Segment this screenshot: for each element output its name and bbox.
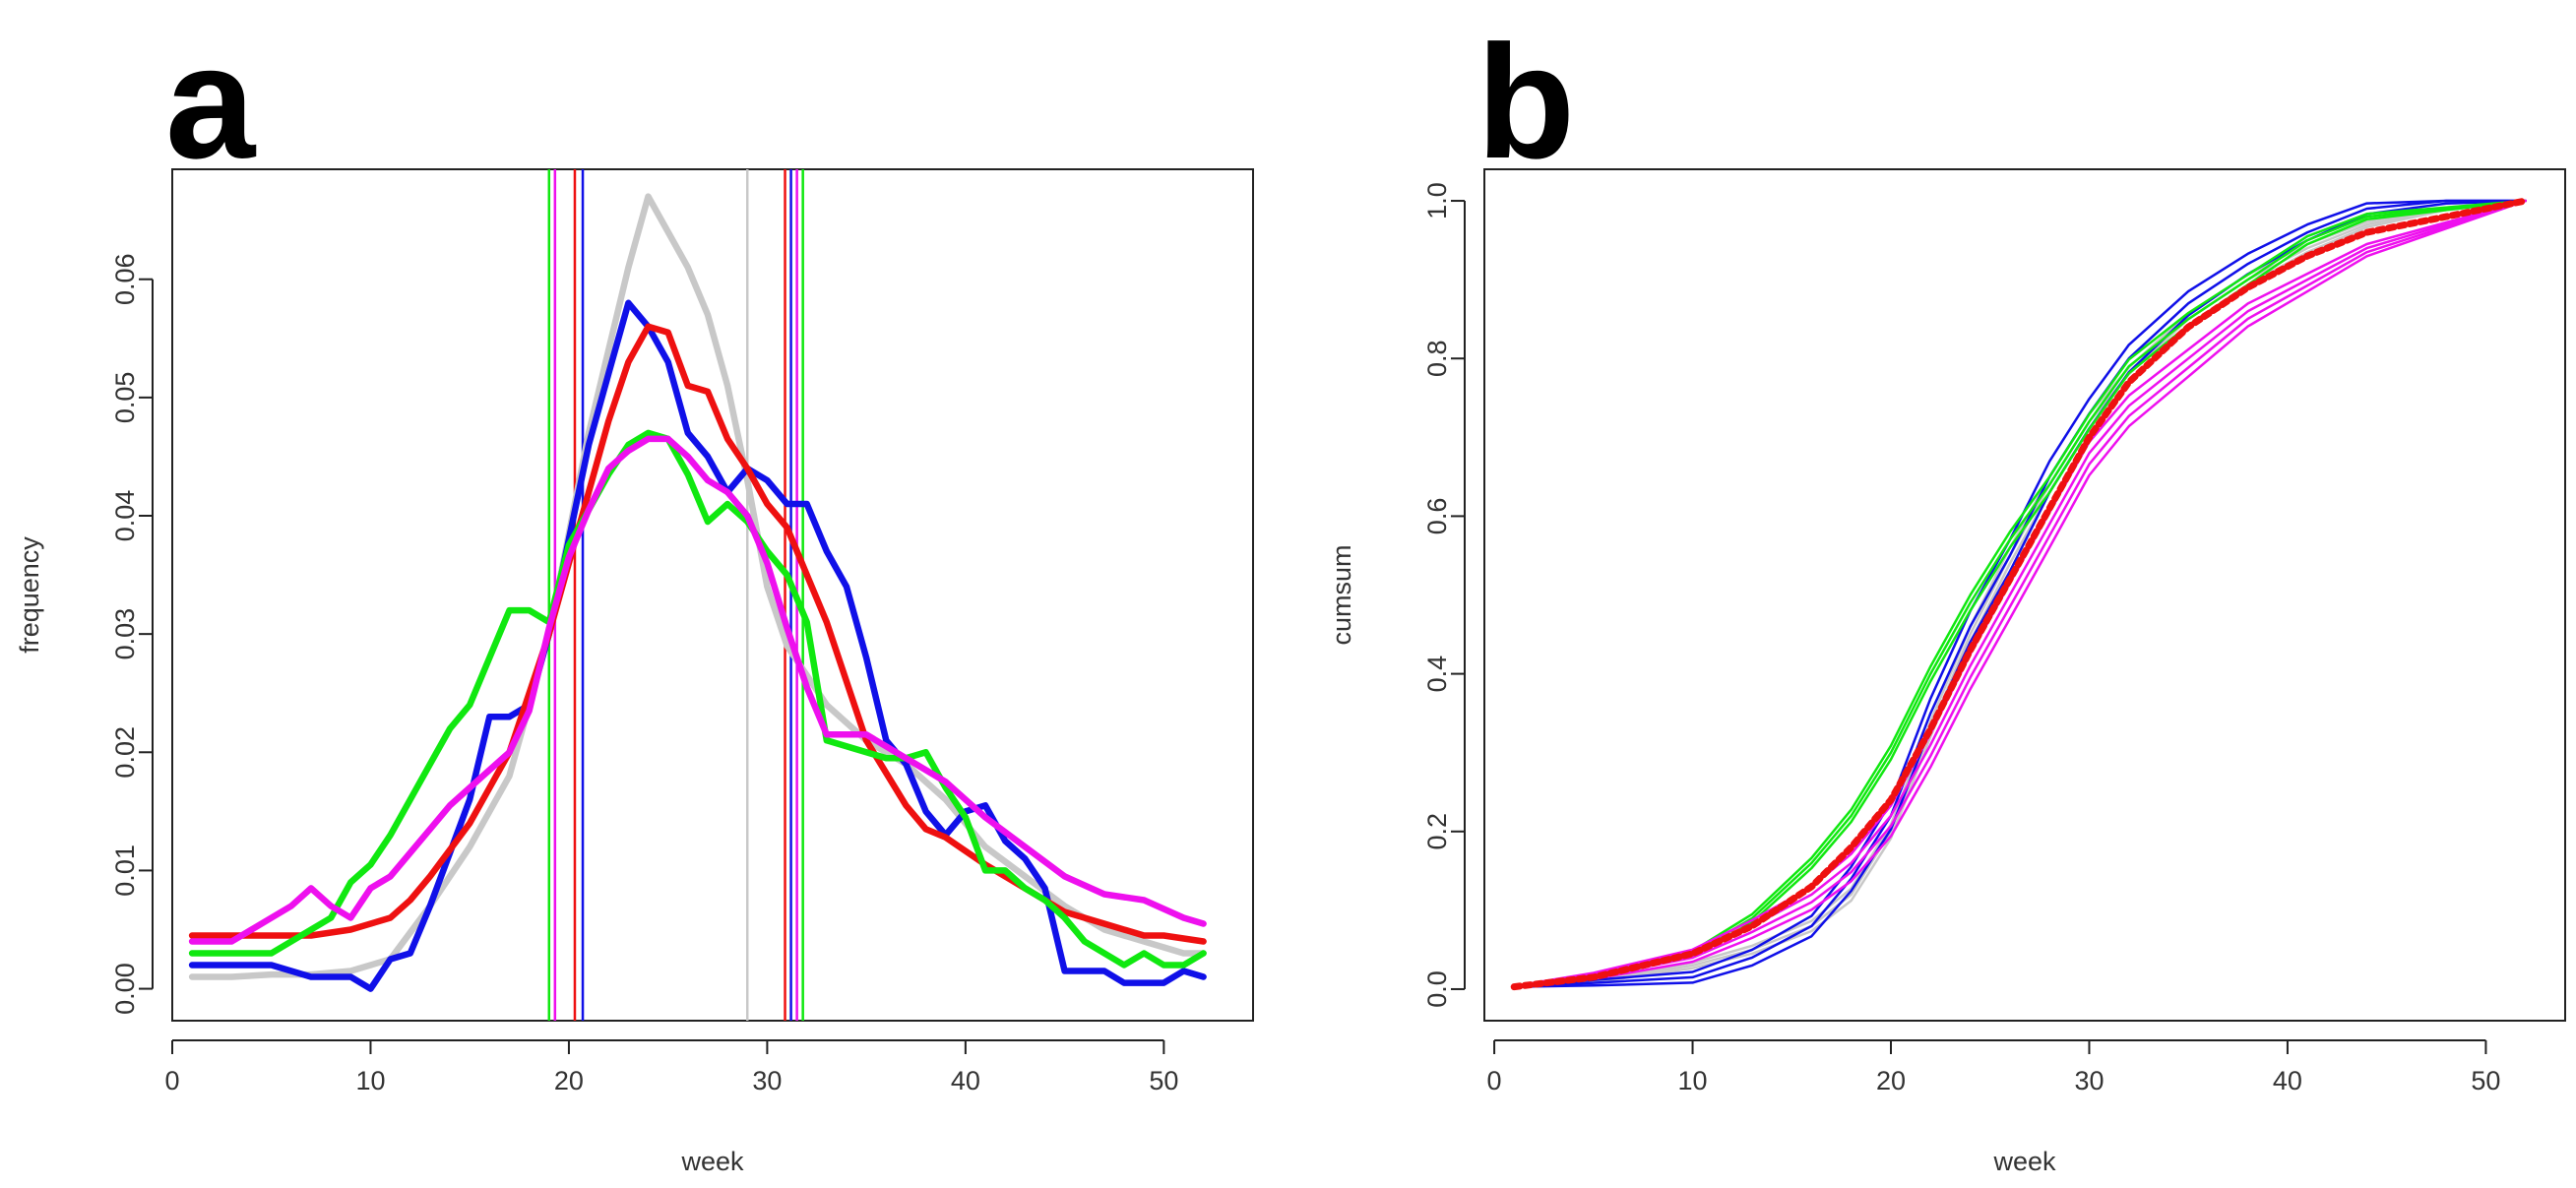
panel-a-x-axis-title: week	[680, 1147, 744, 1176]
panel-a-y-tick-label: 0.04	[110, 490, 140, 542]
panel-a-y-tick-label: 0.06	[110, 253, 140, 305]
panel-a-x-tick-label: 30	[752, 1066, 782, 1095]
panel-a-y-axis-title: frequency	[15, 536, 44, 654]
panel-b-y-tick-label: 1.0	[1422, 182, 1452, 219]
panel-a-x-tick-label: 10	[355, 1066, 385, 1095]
panel-a-label: a	[165, 12, 257, 192]
panel-b-series-gray-2	[1512, 199, 2527, 988]
panel-b-series-green-1	[1512, 199, 2527, 988]
panel-a-x-tick-label: 0	[164, 1066, 179, 1095]
panel-a-series-blue	[188, 299, 1207, 992]
panel-a-series-gray	[188, 193, 1207, 980]
panel-a-plot-frame	[171, 168, 1254, 1022]
panel-b-x-tick-label: 30	[2074, 1066, 2104, 1095]
panel-b-y-tick-label: 0.6	[1422, 498, 1452, 535]
panel-b-x-tick-label: 10	[1678, 1066, 1708, 1095]
panel-b-x-tick-label: 0	[1487, 1066, 1502, 1095]
panel-b-x-tick-label: 20	[1876, 1066, 1906, 1095]
panel-b-y-axis-title: cumsum	[1327, 544, 1356, 645]
panel-a-x-tick-label: 40	[951, 1066, 980, 1095]
panel-b-series-magenta-1	[1512, 199, 2527, 988]
panel-a-x-tick-label: 20	[554, 1066, 584, 1095]
panel-b-x-tick-label: 50	[2471, 1066, 2500, 1095]
panel-b-series-blue-0	[1512, 199, 2527, 988]
panel-a-series-magenta	[188, 435, 1207, 945]
panel-a-plot: 0 10 20 30 40 50 0.00 0.01 0.02 0.03 0.04 0.05 0.06 w…	[15, 168, 1254, 1176]
panel-b-series-blue-2	[1512, 199, 2527, 988]
panel-b-series-magenta-2	[1512, 199, 2527, 988]
panel-b-plot-frame	[1483, 168, 2566, 1022]
panel-b-series-green-2	[1512, 199, 2527, 988]
panel-b-series-green-0	[1512, 199, 2527, 988]
panel-b-series-blue-1	[1512, 199, 2527, 988]
panel-b-label: b	[1476, 12, 1575, 192]
panel-b-plot: 0 10 20 30 40 50 0.0 0.2 0.4 0.6 0.8 1.0 week cumsum	[1327, 168, 2566, 1176]
panel-b-series-magenta-0	[1512, 199, 2527, 988]
panel-b-series-gray-0	[1512, 199, 2527, 988]
panel-b-y-tick-label: 0.0	[1422, 970, 1452, 1008]
panel-b-y-tick-label: 0.2	[1422, 813, 1452, 850]
panel-a-x-tick-label: 50	[1149, 1066, 1178, 1095]
panel-b-x-axis-title: week	[1992, 1147, 2056, 1176]
panel-b-series-gray-1	[1512, 199, 2527, 988]
panel-b-series-magenta-3	[1512, 199, 2527, 988]
panel-a-series-green	[188, 429, 1207, 969]
panel-b-y-tick-label: 0.4	[1422, 656, 1452, 693]
panel-a-y-tick-label: 0.01	[110, 844, 140, 897]
panel-a-y-tick-label: 0.00	[110, 963, 140, 1015]
panel-a-y-tick-label: 0.05	[110, 372, 140, 424]
panel-a-y-tick-label: 0.03	[110, 608, 140, 660]
panel-b-x-tick-label: 40	[2273, 1066, 2302, 1095]
panel-b-y-tick-label: 0.8	[1422, 340, 1452, 377]
panel-a-series-red	[188, 323, 1207, 945]
panel-b-series-red-0	[1510, 197, 2530, 991]
panel-a-y-tick-label: 0.02	[110, 726, 140, 779]
